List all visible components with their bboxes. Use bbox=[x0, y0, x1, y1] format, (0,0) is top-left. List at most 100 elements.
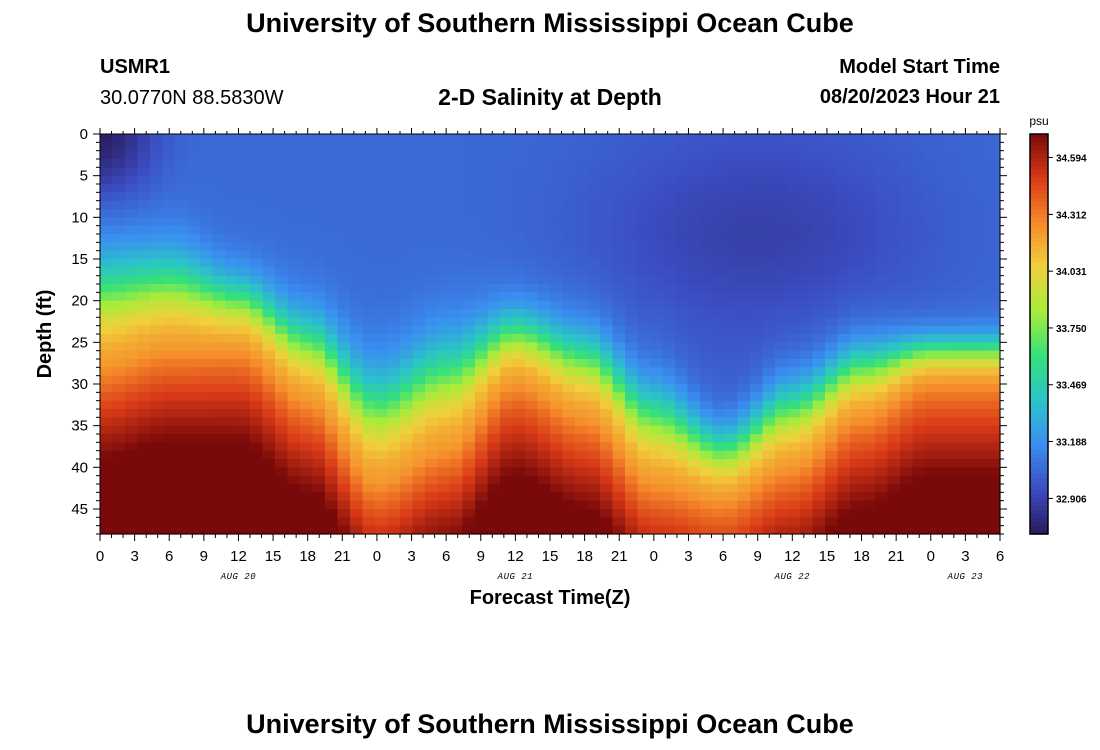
heatmap-cell bbox=[750, 150, 764, 160]
heatmap-cell bbox=[625, 450, 639, 460]
heatmap-cell bbox=[650, 284, 664, 293]
heatmap-cell bbox=[875, 434, 889, 443]
heatmap-cell bbox=[200, 342, 214, 352]
heatmap-cell bbox=[800, 425, 814, 435]
heatmap-cell bbox=[437, 292, 451, 302]
heatmap-cell bbox=[975, 384, 989, 393]
heatmap-cell bbox=[700, 350, 714, 360]
heatmap-cell bbox=[212, 300, 226, 310]
heatmap-cell bbox=[312, 434, 326, 443]
heatmap-cell bbox=[337, 492, 351, 502]
footer-title: University of Southern Mississippi Ocean… bbox=[246, 709, 854, 739]
heatmap-cell bbox=[662, 359, 676, 368]
heatmap-cell bbox=[862, 375, 876, 385]
heatmap-cell bbox=[937, 384, 951, 393]
heatmap-cell bbox=[725, 359, 739, 368]
heatmap-cell bbox=[687, 292, 701, 302]
heatmap-cell bbox=[262, 350, 276, 360]
heatmap-cell bbox=[637, 250, 651, 260]
heatmap-cell bbox=[850, 175, 864, 185]
heatmap-cell bbox=[512, 350, 526, 360]
heatmap-cell bbox=[850, 209, 864, 218]
heatmap-cell bbox=[762, 142, 776, 152]
heatmap-cell bbox=[625, 517, 639, 527]
heatmap-cell bbox=[775, 517, 789, 527]
colorbar-swatch bbox=[1030, 338, 1048, 343]
heatmap-cell bbox=[262, 209, 276, 218]
heatmap-cell bbox=[912, 484, 926, 493]
heatmap-cell bbox=[575, 492, 589, 502]
heatmap-cell bbox=[375, 475, 389, 485]
heatmap-cell bbox=[187, 417, 201, 427]
colorbar-swatch bbox=[1030, 450, 1048, 455]
heatmap-cell bbox=[862, 400, 876, 410]
heatmap-cell bbox=[962, 134, 976, 143]
heatmap-cell bbox=[837, 217, 851, 227]
heatmap-cell bbox=[875, 317, 889, 327]
heatmap-cell bbox=[412, 142, 426, 152]
heatmap-cell bbox=[762, 309, 776, 318]
heatmap-cell bbox=[175, 250, 189, 260]
heatmap-cell bbox=[162, 500, 176, 510]
heatmap-cell bbox=[325, 209, 339, 218]
heatmap-cell bbox=[425, 309, 439, 318]
heatmap-cell bbox=[975, 425, 989, 435]
heatmap-cell bbox=[900, 334, 914, 343]
heatmap-cell bbox=[925, 342, 939, 352]
heatmap-cell bbox=[950, 309, 964, 318]
heatmap-cell bbox=[825, 250, 839, 260]
heatmap-cell bbox=[562, 309, 576, 318]
heatmap-cell bbox=[987, 234, 1001, 243]
heatmap-cell bbox=[512, 525, 526, 535]
heatmap-cell bbox=[100, 517, 114, 527]
heatmap-cell bbox=[400, 334, 414, 343]
heatmap-cell bbox=[925, 134, 939, 143]
heatmap-cell bbox=[225, 525, 239, 535]
heatmap-cell bbox=[300, 242, 314, 252]
heatmap-cell bbox=[487, 392, 501, 402]
heatmap-cell bbox=[862, 159, 876, 168]
heatmap-cell bbox=[737, 517, 751, 527]
heatmap-cell bbox=[275, 250, 289, 260]
heatmap-cell bbox=[850, 250, 864, 260]
heatmap-cell bbox=[887, 492, 901, 502]
heatmap-cell bbox=[900, 500, 914, 510]
heatmap-cell bbox=[275, 334, 289, 343]
heatmap-cell bbox=[237, 134, 251, 143]
heatmap-cell bbox=[562, 525, 576, 535]
heatmap-cell bbox=[100, 409, 114, 418]
heatmap-cell bbox=[812, 392, 826, 402]
heatmap-cell bbox=[462, 492, 476, 502]
heatmap-cell bbox=[600, 375, 614, 385]
heatmap-cell bbox=[387, 425, 401, 435]
heatmap-cell bbox=[725, 259, 739, 268]
heatmap-cell bbox=[862, 175, 876, 185]
heatmap-cell bbox=[350, 292, 364, 302]
heatmap-cell bbox=[675, 342, 689, 352]
heatmap-cell bbox=[437, 367, 451, 377]
heatmap-cell bbox=[825, 517, 839, 527]
heatmap-cell bbox=[112, 425, 126, 435]
heatmap-cell bbox=[425, 450, 439, 460]
heatmap-cell bbox=[112, 242, 126, 252]
salinity-heatmap bbox=[100, 134, 1001, 535]
heatmap-cell bbox=[450, 500, 464, 510]
heatmap-cell bbox=[487, 384, 501, 393]
heatmap-cell bbox=[800, 309, 814, 318]
heatmap-cell bbox=[862, 450, 876, 460]
heatmap-cell bbox=[837, 425, 851, 435]
heatmap-cell bbox=[262, 267, 276, 277]
heatmap-cell bbox=[712, 292, 726, 302]
heatmap-cell bbox=[400, 384, 414, 393]
heatmap-cell bbox=[100, 200, 114, 210]
heatmap-cell bbox=[812, 367, 826, 377]
heatmap-cell bbox=[487, 484, 501, 493]
heatmap-cell bbox=[750, 517, 764, 527]
heatmap-cell bbox=[337, 400, 351, 410]
heatmap-cell bbox=[237, 284, 251, 293]
heatmap-cell bbox=[625, 192, 639, 202]
heatmap-cell bbox=[750, 142, 764, 152]
heatmap-cell bbox=[425, 442, 439, 452]
heatmap-cell bbox=[762, 267, 776, 277]
heatmap-cell bbox=[587, 492, 601, 502]
